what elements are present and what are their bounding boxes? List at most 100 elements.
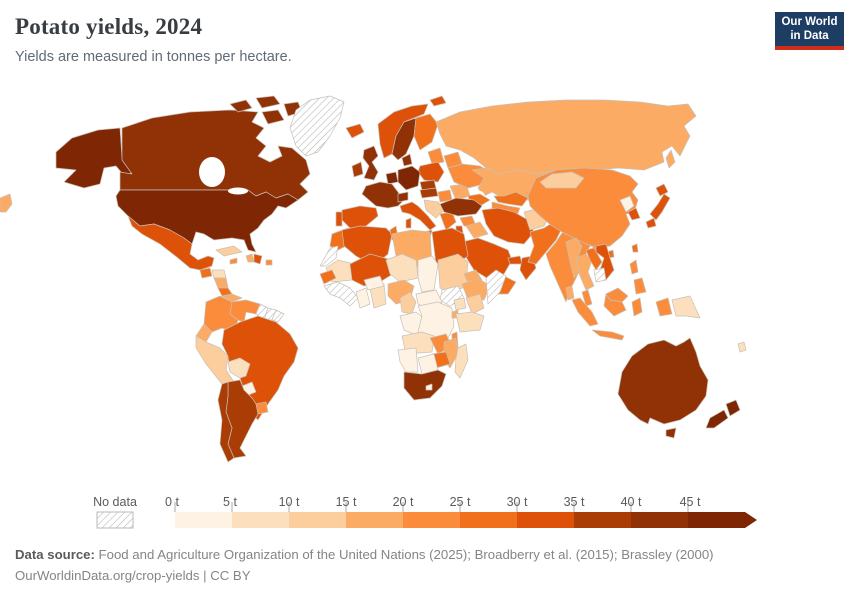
country-tasmania[interactable] bbox=[665, 427, 677, 439]
country-philippines-luzon[interactable] bbox=[629, 259, 639, 275]
country-chad[interactable] bbox=[417, 255, 439, 293]
country-lesotho[interactable] bbox=[425, 383, 433, 391]
country-indonesia-sumatra[interactable] bbox=[571, 297, 599, 327]
country-south-africa[interactable] bbox=[403, 369, 447, 401]
country-russia[interactable] bbox=[435, 99, 697, 175]
country-honduras[interactable] bbox=[211, 269, 227, 279]
legend-bin-swatch[interactable] bbox=[460, 512, 517, 528]
country-bolivia[interactable] bbox=[227, 357, 251, 379]
country-greenland[interactable] bbox=[289, 95, 345, 157]
country-south-korea[interactable] bbox=[627, 207, 641, 221]
country-canada-island[interactable] bbox=[255, 95, 281, 109]
legend-bin-swatch[interactable] bbox=[289, 512, 346, 528]
country-uganda[interactable] bbox=[453, 297, 467, 311]
country-uzbekistan[interactable] bbox=[493, 191, 529, 207]
country-algeria[interactable] bbox=[341, 225, 393, 267]
country-pakistan[interactable] bbox=[527, 221, 563, 265]
country-new-zealand-south[interactable] bbox=[705, 409, 729, 429]
country-russia-sakhalin[interactable] bbox=[665, 149, 676, 169]
country-laos[interactable] bbox=[585, 247, 603, 271]
country-cameroon[interactable] bbox=[399, 291, 417, 315]
legend-bin-swatch[interactable] bbox=[688, 512, 745, 528]
legend-bin-swatch[interactable] bbox=[232, 512, 289, 528]
country-senegal[interactable] bbox=[319, 269, 337, 285]
country-philippines-mindanao[interactable] bbox=[633, 277, 647, 295]
country-baltics[interactable] bbox=[427, 147, 445, 165]
country-puerto-rico[interactable] bbox=[265, 259, 273, 266]
country-burkina-faso[interactable] bbox=[363, 275, 385, 291]
country-new-caledonia[interactable] bbox=[737, 341, 747, 353]
country-nicaragua[interactable] bbox=[213, 277, 229, 289]
legend-bin-swatch[interactable] bbox=[574, 512, 631, 528]
country-canada-island[interactable] bbox=[261, 109, 285, 125]
country-western-sahara[interactable] bbox=[319, 245, 339, 267]
country-united-kingdom[interactable] bbox=[362, 145, 379, 181]
country-spain[interactable] bbox=[341, 205, 379, 229]
legend-bin-swatch[interactable] bbox=[175, 512, 232, 528]
country-dominican-republic[interactable] bbox=[253, 253, 263, 265]
country-kenya[interactable] bbox=[465, 293, 485, 315]
country-chile[interactable] bbox=[217, 381, 235, 463]
country-sweden[interactable] bbox=[391, 117, 417, 161]
country-north-korea[interactable] bbox=[619, 195, 635, 213]
country-ivory-coast[interactable] bbox=[355, 287, 371, 309]
country-indonesia-borneo[interactable] bbox=[603, 293, 627, 317]
country-indonesia-java[interactable] bbox=[591, 329, 625, 341]
country-malaysia[interactable] bbox=[581, 289, 593, 307]
country-indonesia-sulawesi[interactable] bbox=[631, 297, 643, 317]
country-guinea-region[interactable] bbox=[323, 281, 359, 307]
country-denmark[interactable] bbox=[401, 153, 413, 167]
legend-bin-swatch[interactable] bbox=[403, 512, 460, 528]
country-france[interactable] bbox=[361, 181, 405, 209]
legend-bin-swatch[interactable] bbox=[346, 512, 403, 528]
legend-bin-swatch[interactable] bbox=[631, 512, 688, 528]
country-cambodia[interactable] bbox=[593, 267, 607, 283]
country-russia-wrap[interactable] bbox=[0, 193, 13, 213]
country-italy-sardinia[interactable] bbox=[405, 217, 412, 229]
legend-no-data-swatch[interactable] bbox=[96, 511, 134, 529]
country-portugal[interactable] bbox=[335, 211, 343, 227]
country-italy[interactable] bbox=[399, 201, 437, 231]
country-switzerland[interactable] bbox=[397, 191, 409, 203]
country-namibia[interactable] bbox=[397, 347, 419, 373]
country-somalia[interactable] bbox=[485, 269, 507, 305]
country-tanzania[interactable] bbox=[455, 311, 485, 333]
country-japan-honshu[interactable] bbox=[649, 193, 671, 221]
country-sri-lanka[interactable] bbox=[565, 285, 575, 301]
country-iceland[interactable] bbox=[345, 123, 365, 139]
country-turkey[interactable] bbox=[439, 197, 483, 217]
country-madagascar[interactable] bbox=[454, 343, 469, 379]
country-iran[interactable] bbox=[481, 207, 535, 245]
country-finland[interactable] bbox=[413, 113, 439, 151]
country-papua-new-guinea[interactable] bbox=[671, 295, 701, 319]
country-austria[interactable] bbox=[419, 187, 439, 199]
owid-logo[interactable]: Our World in Data bbox=[775, 12, 844, 50]
country-canada-island[interactable] bbox=[229, 99, 253, 113]
country-ireland[interactable] bbox=[351, 161, 364, 178]
country-mongolia[interactable] bbox=[539, 171, 585, 189]
legend-bin-swatch[interactable] bbox=[517, 512, 574, 528]
country-saudi-arabia[interactable] bbox=[461, 237, 513, 281]
country-peru[interactable] bbox=[195, 335, 235, 385]
country-svalbard[interactable] bbox=[429, 95, 447, 107]
country-new-zealand-north[interactable] bbox=[725, 399, 741, 417]
country-mexico[interactable] bbox=[127, 215, 215, 271]
country-guatemala[interactable] bbox=[199, 267, 213, 279]
country-french-guiana[interactable] bbox=[271, 309, 285, 323]
country-australia[interactable] bbox=[617, 337, 709, 425]
country-mali[interactable] bbox=[349, 253, 397, 287]
country-iraq[interactable] bbox=[465, 221, 489, 239]
country-poland[interactable] bbox=[417, 161, 445, 183]
country-usa[interactable] bbox=[115, 189, 299, 253]
country-japan-kyushu[interactable] bbox=[645, 217, 657, 229]
country-jamaica[interactable] bbox=[229, 257, 238, 265]
footer-link-line[interactable]: OurWorldinData.org/crop-yields | CC BY bbox=[15, 568, 251, 583]
country-thailand[interactable] bbox=[575, 253, 595, 291]
country-usa-alaska[interactable] bbox=[55, 127, 133, 189]
country-haiti[interactable] bbox=[245, 253, 255, 263]
country-indonesia-papua[interactable] bbox=[655, 297, 673, 317]
country-cuba[interactable] bbox=[215, 245, 243, 257]
country-venezuela[interactable] bbox=[229, 299, 261, 323]
country-japan-hokkaido[interactable] bbox=[655, 183, 669, 197]
country-germany[interactable] bbox=[397, 165, 421, 191]
